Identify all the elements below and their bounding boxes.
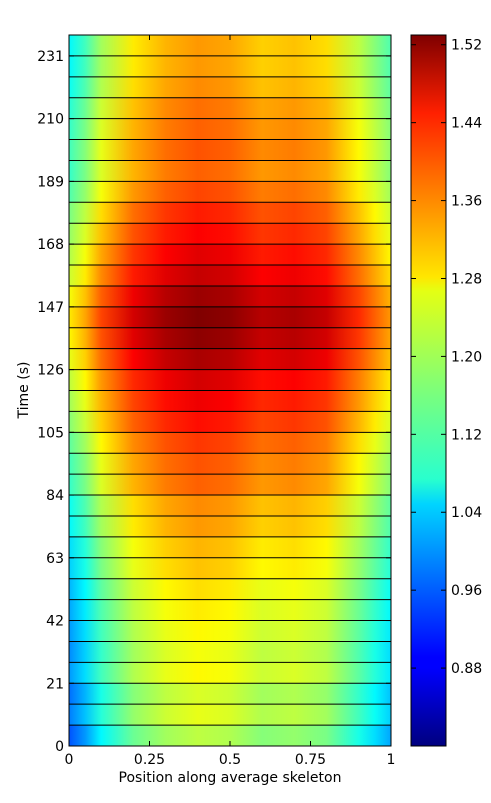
y-tick-label: 231 [37, 49, 64, 65]
y-tick-label: 210 [37, 112, 64, 128]
heatmap-row [69, 578, 391, 600]
colorbar-tick-label: 1.20 [451, 349, 482, 365]
heatmap-row [69, 76, 391, 98]
heatmap-row [69, 139, 391, 161]
heatmap-row [69, 704, 391, 726]
heatmap-row [69, 202, 391, 224]
heatmap-row [69, 306, 391, 328]
heatmap-row [69, 536, 391, 558]
heatmap-row [69, 369, 391, 391]
heatmap-cells [69, 35, 391, 746]
heatmap-row [69, 265, 391, 286]
x-tick-label: 1 [387, 752, 396, 768]
heatmap-row [69, 35, 391, 56]
heatmap-row [69, 181, 391, 203]
heatmap-row [69, 244, 391, 266]
heatmap-row [69, 160, 391, 182]
colorbar-tick-label: 1.04 [451, 505, 482, 521]
y-tick-label: 168 [37, 237, 64, 253]
colorbar-tick-label: 0.96 [451, 583, 482, 599]
heatmap-row [69, 683, 391, 705]
y-tick-label: 42 [46, 614, 64, 630]
heatmap-row [69, 641, 391, 663]
y-tick-label: 21 [46, 676, 64, 692]
heatmap-row [69, 411, 391, 433]
heatmap-row [69, 55, 391, 77]
heatmap-row [69, 515, 391, 537]
heatmap-row [69, 662, 391, 684]
heatmap-row [69, 599, 391, 621]
y-axis-label: Time (s) [16, 362, 32, 420]
colorbar [410, 34, 447, 747]
heatmap-row [69, 725, 391, 746]
y-tick-label: 0 [55, 739, 64, 755]
y-tick-label: 84 [46, 488, 64, 504]
heatmap-row [69, 118, 391, 140]
colorbar-tick-label: 1.52 [451, 38, 482, 54]
x-tick-label: 0.5 [219, 752, 241, 768]
x-tick-label: 0.25 [134, 752, 165, 768]
colorbar-tick-label: 0.88 [451, 661, 482, 677]
y-tick-label: 63 [46, 551, 64, 567]
colorbar-axis: 0.88 0.96 1.04 1.12 1.20 1.28 1.36 1.44 1.52 [411, 38, 482, 677]
heatmap-row [69, 474, 391, 496]
y-tick-label: 147 [37, 300, 64, 316]
row-separators [69, 55, 391, 726]
heatmap-row [69, 223, 391, 245]
heatmap-row [69, 557, 391, 579]
heatmap-row [69, 495, 391, 516]
heatmap-row [69, 390, 391, 412]
y-axis: 0 21 42 63 84 105 126 147 168 189 210 231 [37, 49, 391, 755]
y-tick-label: 105 [37, 425, 64, 441]
x-axis: 0 0.25 0.5 0.75 1 [65, 35, 396, 768]
y-tick-label: 126 [37, 363, 64, 379]
heatmap-row [69, 432, 391, 454]
heatmap-row [69, 620, 391, 642]
heatmap-row [69, 327, 391, 349]
y-tick-label: 189 [37, 174, 64, 190]
colorbar-tick-label: 1.28 [451, 271, 482, 287]
heatmap-row [69, 97, 391, 119]
x-axis-label: Position along average skeleton [119, 770, 342, 786]
colorbar-tick-label: 1.12 [451, 427, 482, 443]
colorbar-tick-label: 1.36 [451, 194, 482, 210]
heatmap-row [69, 453, 391, 475]
x-tick-label: 0 [65, 752, 74, 768]
x-tick-label: 0.75 [295, 752, 326, 768]
heatmap-row [69, 348, 391, 370]
heatmap-row [69, 285, 391, 307]
colorbar-tick-label: 1.44 [451, 116, 482, 132]
